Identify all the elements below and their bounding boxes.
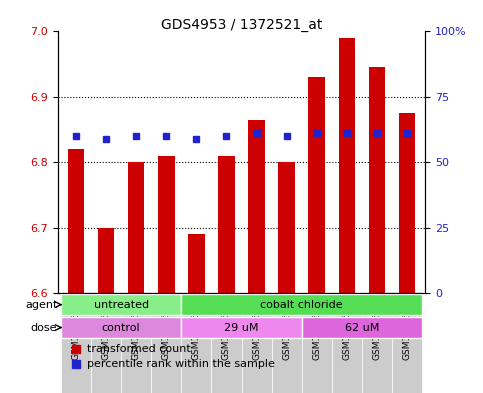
FancyBboxPatch shape <box>181 296 212 393</box>
Bar <box>218 156 235 293</box>
FancyBboxPatch shape <box>392 296 422 393</box>
Bar <box>128 162 144 293</box>
FancyBboxPatch shape <box>242 296 271 393</box>
FancyBboxPatch shape <box>151 296 181 393</box>
FancyBboxPatch shape <box>61 317 181 338</box>
Bar <box>158 156 174 293</box>
FancyBboxPatch shape <box>271 296 302 393</box>
Bar <box>339 38 355 293</box>
FancyBboxPatch shape <box>212 296 242 393</box>
Text: agent: agent <box>25 299 57 310</box>
Bar <box>309 77 325 293</box>
FancyBboxPatch shape <box>61 296 91 393</box>
Text: control: control <box>102 323 141 332</box>
Text: untreated: untreated <box>94 299 149 310</box>
Bar <box>98 228 114 293</box>
Bar <box>188 234 205 293</box>
Bar <box>369 68 385 293</box>
Bar <box>398 113 415 293</box>
Text: 29 uM: 29 uM <box>224 323 259 332</box>
FancyBboxPatch shape <box>332 296 362 393</box>
Bar <box>248 120 265 293</box>
FancyBboxPatch shape <box>181 317 302 338</box>
Text: cobalt chloride: cobalt chloride <box>260 299 343 310</box>
Text: 62 uM: 62 uM <box>345 323 379 332</box>
Text: percentile rank within the sample: percentile rank within the sample <box>87 359 275 369</box>
Bar <box>278 162 295 293</box>
Bar <box>68 149 85 293</box>
FancyBboxPatch shape <box>61 294 181 315</box>
FancyBboxPatch shape <box>121 296 151 393</box>
FancyBboxPatch shape <box>181 294 422 315</box>
FancyBboxPatch shape <box>91 296 121 393</box>
FancyBboxPatch shape <box>302 296 332 393</box>
FancyBboxPatch shape <box>362 296 392 393</box>
FancyBboxPatch shape <box>302 317 422 338</box>
Text: transformed count: transformed count <box>87 343 191 354</box>
Text: dose: dose <box>31 323 57 332</box>
Text: GDS4953 / 1372521_at: GDS4953 / 1372521_at <box>161 18 322 32</box>
